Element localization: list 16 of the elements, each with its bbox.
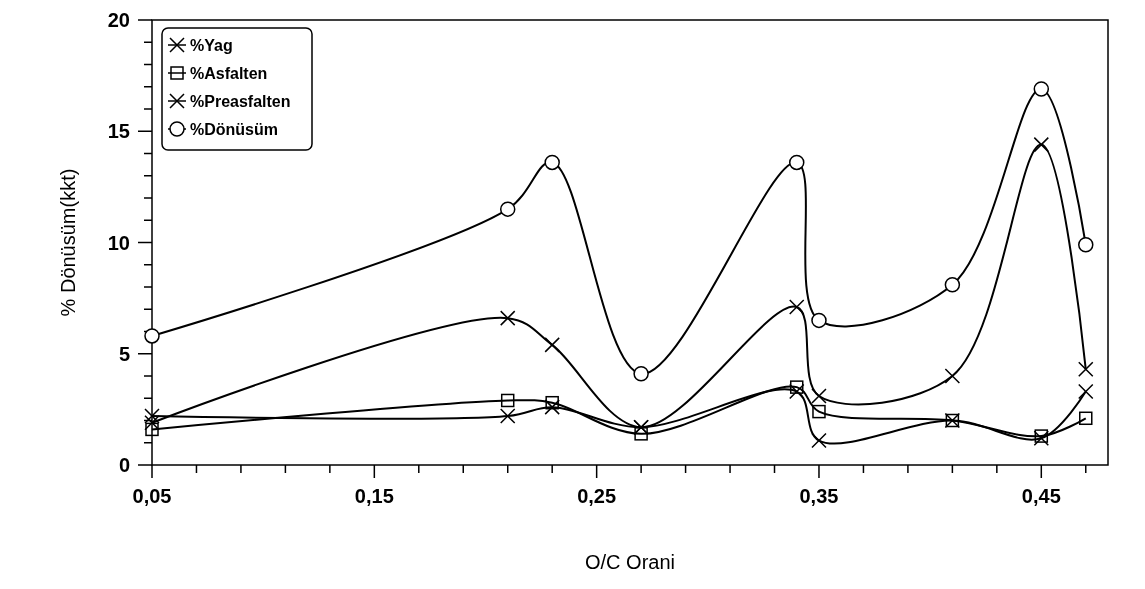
x-tick-label: 0,05 <box>132 485 172 507</box>
x-tick-label: 0,35 <box>799 485 839 507</box>
legend-label: %Yag <box>190 37 233 54</box>
y-axis-title: % Dönüsüm(kkt) <box>57 168 79 317</box>
x-tick-label: 0,25 <box>577 485 617 507</box>
legend-label: %Preasfalten <box>190 93 291 110</box>
y-tick-label: 10 <box>107 231 130 254</box>
y-tick-label: 5 <box>118 342 130 365</box>
y-tick-label: 15 <box>107 120 130 143</box>
legend-label: %Dönüsüm <box>190 121 278 138</box>
legend-label: %Asfalten <box>190 65 268 82</box>
x-tick-label: 0,45 <box>1021 485 1061 507</box>
y-tick-label: 0 <box>118 454 130 476</box>
x-axis-title: O/C Orani <box>584 551 676 573</box>
x-tick-label: 0,15 <box>354 485 394 507</box>
y-tick-label: 20 <box>107 9 130 31</box>
